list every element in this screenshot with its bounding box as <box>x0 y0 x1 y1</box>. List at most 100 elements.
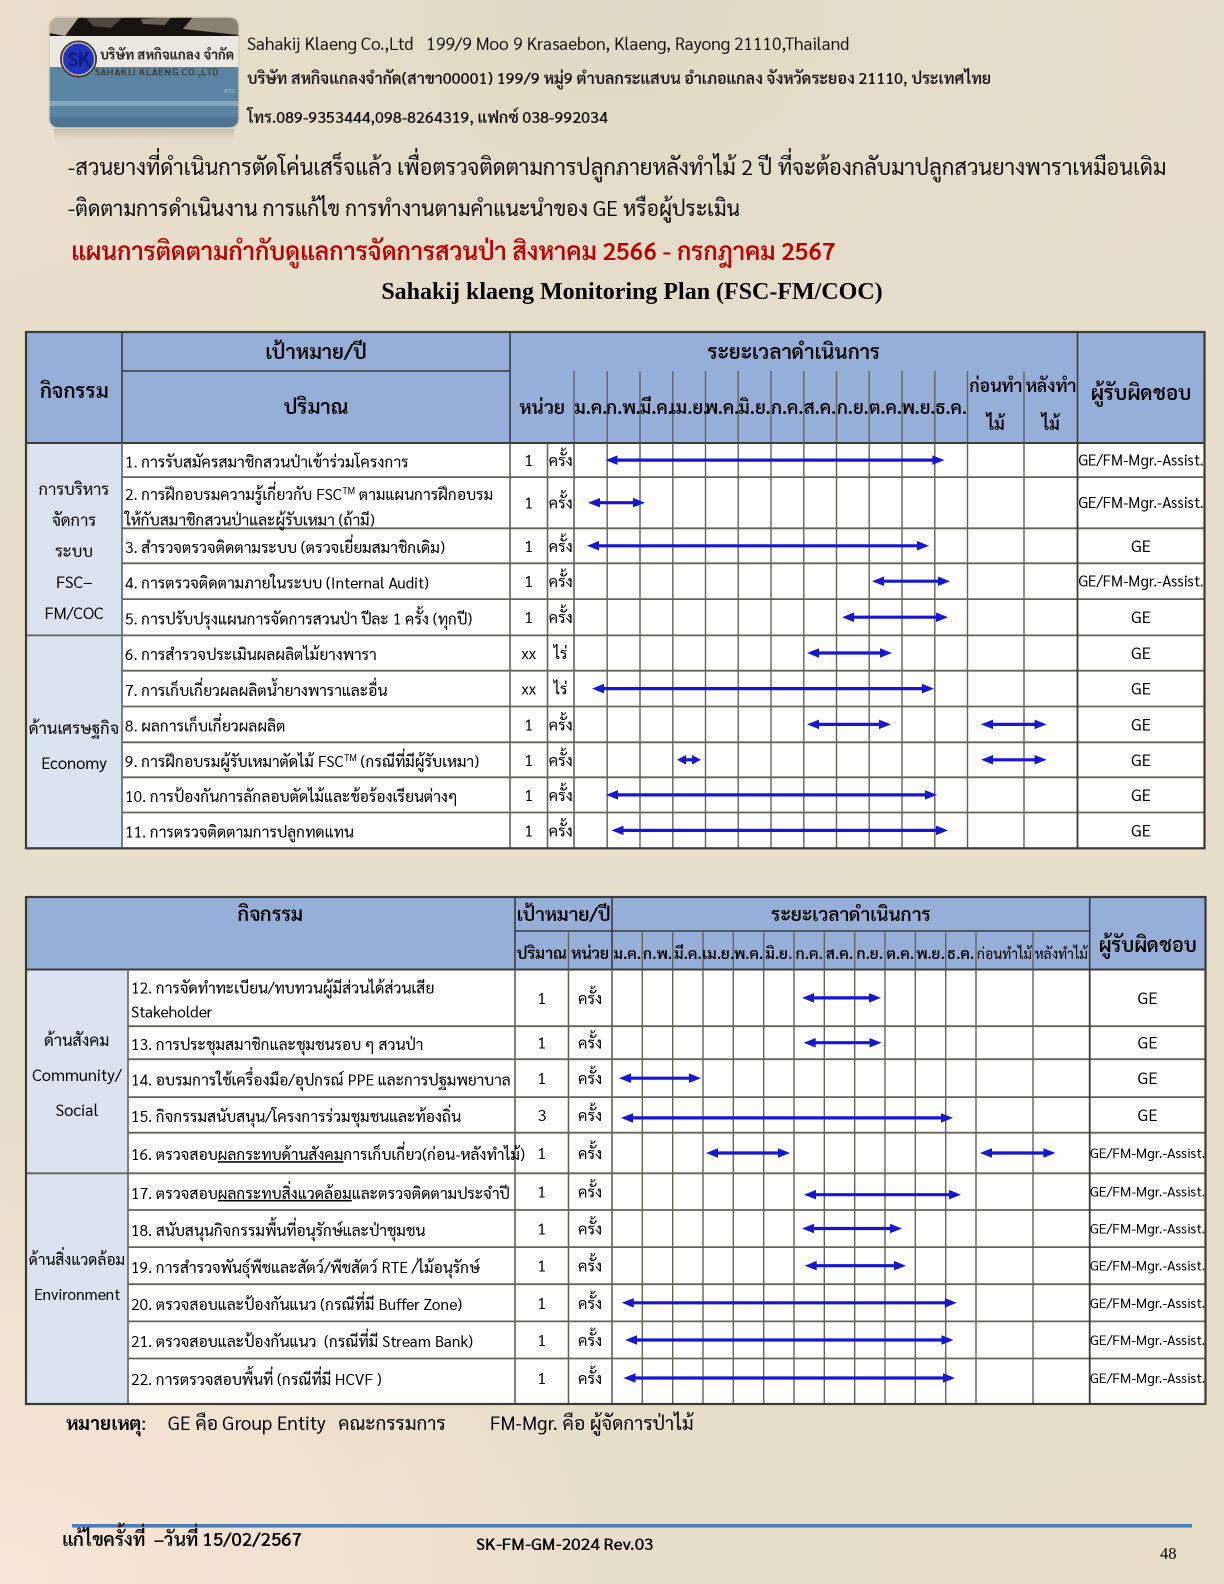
svg-text:FM/COC: FM/COC <box>44 601 104 623</box>
svg-text:ส.ค.: ส.ค. <box>826 943 853 963</box>
svg-text:1: 1 <box>537 1367 546 1388</box>
svg-text:เม.ย.: เม.ย. <box>670 395 708 419</box>
svg-text:6. การสำรวจประเมินผลผลิตไม้ยาง: 6. การสำรวจประเมินผลผลิตไม้ยางพารา <box>125 643 377 664</box>
svg-text:ครั้ง: ครั้ง <box>549 782 573 805</box>
svg-text:ธ.ค.: ธ.ค. <box>947 943 974 963</box>
svg-text:เม.ย.: เม.ย. <box>702 943 734 963</box>
svg-text:1: 1 <box>537 1292 546 1313</box>
svg-text:ครั้ง: ครั้ง <box>578 1290 602 1313</box>
svg-text:GE: GE <box>1138 986 1158 1008</box>
svg-text:19. การสำรวจพันธุ์พืชและสัตว์/: 19. การสำรวจพันธุ์พืชและสัตว์/พืชสัตว์ R… <box>131 1256 480 1278</box>
svg-text:แผนการติดตามกำกับดูแลการจัดการ: แผนการติดตามกำกับดูแลการจัดการสวนป่า สิง… <box>71 234 836 268</box>
svg-text:-สวนยางที่ดำเนินการตัดโค่นเสร็: -สวนยางที่ดำเนินการตัดโค่นเสร็จแล้ว เพื่… <box>68 149 1166 183</box>
svg-text:14. อบรมการใช้เครื่องมือ/อุปกร: 14. อบรมการใช้เครื่องมือ/อุปกรณ์ PPE และ… <box>131 1067 511 1091</box>
svg-text:1: 1 <box>524 713 533 734</box>
svg-text:ไร่: ไร่ <box>553 678 568 699</box>
svg-text:12. การจัดทำทะเบียน/ทบทวนผู้มี: 12. การจัดทำทะเบียน/ทบทวนผู้มีส่วนได้ส่ว… <box>131 977 434 999</box>
svg-text:ระบบ: ระบบ <box>55 539 93 561</box>
svg-text:บริษัท สหกิจแกลงจำกัด(สาขา0000: บริษัท สหกิจแกลงจำกัด(สาขา00001) 199/9 ห… <box>247 67 991 91</box>
svg-text:พ.ย.: พ.ย. <box>916 943 945 963</box>
svg-text:มี.ค.: มี.ค. <box>640 395 673 419</box>
svg-text:ก.พ.: ก.พ. <box>606 395 640 419</box>
svg-text:มิ.ย.: มิ.ย. <box>765 943 792 963</box>
svg-text:1: 1 <box>537 1218 546 1239</box>
svg-text:กิจกรรม: กิจกรรม <box>40 376 109 403</box>
svg-text:GE: GE <box>1131 641 1151 663</box>
svg-text:GE/FM-Mgr.-Assist.: GE/FM-Mgr.-Assist. <box>1090 1369 1205 1387</box>
svg-text:ครั้ง: ครั้ง <box>578 1066 602 1089</box>
svg-text:ครั้ง: ครั้ง <box>578 1179 602 1202</box>
svg-text:Environment: Environment <box>34 1283 121 1304</box>
svg-text:Social: Social <box>55 1098 98 1120</box>
svg-text:GE: GE <box>1131 677 1151 699</box>
svg-text:Economy: Economy <box>41 751 107 773</box>
svg-text:3. สำรวจตรวจติดตามระบบ (ตรวจเย: 3. สำรวจตรวจติดตามระบบ (ตรวจเยี่ยมสมาชิก… <box>125 535 445 557</box>
svg-text:48: 48 <box>1160 1544 1177 1563</box>
svg-text:1. การรับสมัครสมาชิกสวนป่าเข้า: 1. การรับสมัครสมาชิกสวนป่าเข้าร่วมโครงกา… <box>125 450 409 471</box>
svg-text:10. การป้องกันการลักลอบตัดไม้แ: 10. การป้องกันการลักลอบตัดไม้และข้อร้องเ… <box>125 785 458 806</box>
svg-text:20. ตรวจสอบและป้องกันแนว (กรณี: 20. ตรวจสอบและป้องกันแนว (กรณีที่มี Buff… <box>131 1292 462 1314</box>
svg-text:ครั้ง: ครั้ง <box>578 1140 602 1163</box>
svg-text:ครั้ง: ครั้ง <box>549 747 573 770</box>
svg-text:ครั้ง: ครั้ง <box>578 1102 602 1125</box>
svg-text:ด้านเศรษฐกิจ: ด้านเศรษฐกิจ <box>29 716 119 740</box>
svg-text:แก้ไขครั้งที่ –วันที่ 15/02/2: แก้ไขครั้งที่ –วันที่ 15/02/2567 <box>62 1523 302 1551</box>
svg-text:หลังทำ: หลังทำ <box>1026 374 1076 397</box>
svg-text:ให้กับสมาชิกสวนป่าและผู้รับเหม: ให้กับสมาชิกสวนป่าและผู้รับเหมา (ถ้ามี) <box>123 509 375 531</box>
svg-text:พ.ค.: พ.ค. <box>734 943 763 963</box>
svg-text:1: 1 <box>524 535 533 556</box>
svg-text:2. การฝึกอบรมความรู้เกี่ยวกับ: 2. การฝึกอบรมความรู้เกี่ยวกับ FSCTM ตามแ… <box>125 482 493 505</box>
svg-text:1: 1 <box>537 987 546 1008</box>
svg-text:SK-FM-GM-2024 Rev.03: SK-FM-GM-2024 Rev.03 <box>476 1532 654 1554</box>
svg-text:ก.ค.: ก.ค. <box>796 943 823 963</box>
svg-text:ครั้ง: ครั้ง <box>549 533 573 556</box>
svg-text:ก.พ.: ก.พ. <box>643 943 672 963</box>
svg-text:ก่อนทำไม้: ก่อนทำไม้ <box>977 945 1033 963</box>
svg-text:ปริมาณ: ปริมาณ <box>284 392 349 419</box>
svg-text:ครั้ง: ครั้ง <box>578 1030 602 1053</box>
svg-text:GE: GE <box>1138 1066 1158 1088</box>
svg-text:โทร.089-9353444,098-8264319, แ: โทร.089-9353444,098-8264319, แฟกซ์ 038-9… <box>246 106 608 127</box>
svg-text:ครั้ง: ครั้ง <box>549 569 573 592</box>
svg-text:xx: xx <box>521 642 536 663</box>
svg-text:xx: xx <box>521 678 536 699</box>
svg-text:SAHAKIJ KLAENG CO.,LTD: SAHAKIJ KLAENG CO.,LTD <box>95 67 220 79</box>
svg-text:8. ผลการเก็บเกี่ยวผลผลิต: 8. ผลการเก็บเกี่ยวผลผลิต <box>125 714 286 736</box>
svg-text:GE/FM-Mgr.-Assist.: GE/FM-Mgr.-Assist. <box>1079 571 1204 591</box>
svg-text:หน่วย: หน่วย <box>519 395 565 419</box>
svg-text:GE: GE <box>1131 818 1151 840</box>
svg-text:ครั้ง: ครั้ง <box>549 712 573 735</box>
svg-text:ครั้ง: ครั้ง <box>578 1365 602 1388</box>
svg-text:GE/FM-Mgr.-Assist.: GE/FM-Mgr.-Assist. <box>1090 1331 1205 1349</box>
svg-text:GE: GE <box>1131 534 1151 556</box>
svg-text:กิจกรรม: กิจกรรม <box>238 900 303 926</box>
svg-text:1: 1 <box>524 784 533 805</box>
svg-text:มี.ค.: มี.ค. <box>674 943 702 963</box>
svg-text:GE/FM-Mgr.-Assist.: GE/FM-Mgr.-Assist. <box>1090 1257 1205 1275</box>
svg-text:ต.ค.: ต.ค. <box>869 395 902 419</box>
svg-text:GE/FM-Mgr.-Assist.: GE/FM-Mgr.-Assist. <box>1090 1144 1205 1162</box>
svg-text:1: 1 <box>537 1255 546 1276</box>
svg-text:ก.ค.: ก.ค. <box>771 395 803 419</box>
svg-text:5. การปรับปรุงแผนการจัดการสวนป: 5. การปรับปรุงแผนการจัดการสวนป่า ปีละ 1 … <box>125 606 472 630</box>
svg-text:Sahakij Klaeng Co.,Ltd 199/9: Sahakij Klaeng Co.,Ltd 199/9 Moo 9 Krasa… <box>247 33 850 55</box>
svg-text:GE: GE <box>1131 783 1151 805</box>
svg-text:GE/FM-Mgr.-Assist.: GE/FM-Mgr.-Assist. <box>1090 1183 1205 1201</box>
svg-text:FSC–: FSC– <box>56 570 92 592</box>
svg-text:ก.ย.: ก.ย. <box>837 395 869 419</box>
svg-text:หลังทำไม้: หลังทำไม้ <box>1035 945 1089 963</box>
svg-text:Community/: Community/ <box>32 1063 123 1085</box>
svg-text:GE/FM-Mgr.-Assist.: GE/FM-Mgr.-Assist. <box>1079 450 1204 470</box>
svg-text:ระยะเวลาดำเนินการ: ระยะเวลาดำเนินการ <box>771 902 931 926</box>
svg-text:ด้านสังคม: ด้านสังคม <box>44 1028 109 1050</box>
svg-text:GE: GE <box>1131 748 1151 770</box>
svg-text:ครั้ง: ครั้ง <box>578 985 602 1008</box>
svg-text:18. สนับสนุนกิจกรรมพื้นที่อนุร: 18. สนับสนุนกิจกรรมพื้นที่อนุรักษ์และป่า… <box>131 1217 426 1241</box>
svg-text:ไร่: ไร่ <box>553 642 568 663</box>
svg-text:GE: GE <box>1138 1103 1158 1125</box>
svg-text:ครั้ง: ครั้ง <box>578 1253 602 1276</box>
svg-text:พ.ค.: พ.ค. <box>704 395 739 419</box>
svg-text:ก่อนทำ: ก่อนทำ <box>969 374 1022 397</box>
svg-text:1: 1 <box>524 449 533 470</box>
svg-text:Stakeholder: Stakeholder <box>131 1001 212 1022</box>
